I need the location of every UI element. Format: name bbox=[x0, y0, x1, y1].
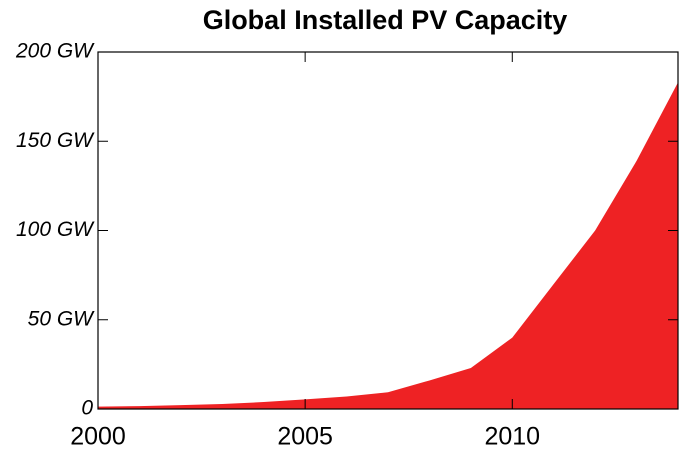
y-tick-label: 0 bbox=[81, 397, 93, 420]
y-tick-label: 200 GW bbox=[15, 40, 95, 63]
y-tick-label: 50 GW bbox=[28, 307, 96, 330]
x-tick-label: 2005 bbox=[277, 423, 333, 451]
y-tick-label: 100 GW bbox=[16, 218, 95, 241]
y-tick-label: 150 GW bbox=[16, 129, 95, 152]
x-tick-label: 2000 bbox=[70, 423, 126, 451]
chart-title: Global Installed PV Capacity bbox=[203, 5, 568, 35]
x-tick-label: 2010 bbox=[484, 423, 540, 451]
area bbox=[98, 82, 678, 409]
